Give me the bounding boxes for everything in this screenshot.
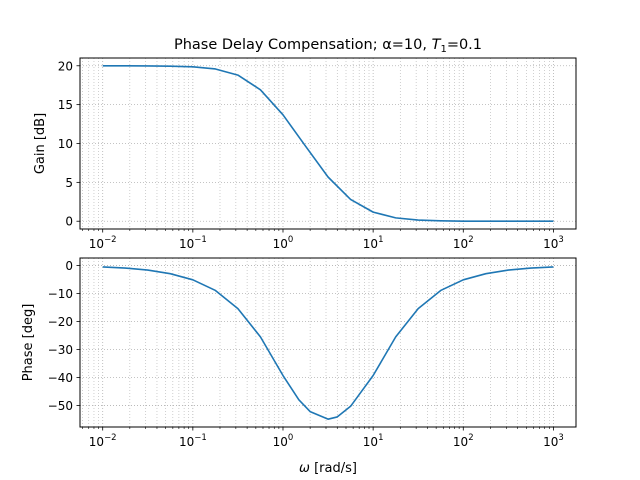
phase-grid (80, 258, 576, 427)
gain-ytick-label: 15 (58, 98, 73, 112)
phase-ytick-label: −40 (48, 371, 73, 385)
phase-ytick-label: −20 (48, 315, 73, 329)
gain-ylabel: Gain [dB] (33, 113, 48, 174)
phase-plot: 10−2 10−1 100 101 102 103 0 −10 −20 −30 −40 −50 Pha… (21, 257, 577, 476)
phase-xtick-label: 102 (453, 433, 474, 449)
gain-xtick-label: 103 (543, 235, 564, 251)
gain-plot: 10−2 10−1 100 101 102 103 0 5 10 15 20 Gain [dB] (33, 57, 577, 251)
phase-xtick-label: 10−2 (89, 433, 117, 449)
phase-ytick-label: −30 (48, 343, 73, 357)
phase-xtick-label: 100 (273, 433, 294, 449)
phase-ytick-label: 0 (65, 259, 73, 273)
gain-ytick-label: 10 (58, 137, 73, 151)
gain-ytick-label: 20 (58, 59, 73, 73)
gain-xtick-label: 101 (363, 235, 384, 251)
gain-xtick-label: 100 (273, 235, 294, 251)
phase-series-line (102, 266, 554, 420)
phase-ticks: 10−2 10−1 100 101 102 103 0 −10 −20 −30 −40 −50 (48, 259, 564, 449)
phase-xlabel: ω [rad/s] (299, 461, 357, 476)
chart-title: Phase Delay Compensation; α=10, T1=0.1 (174, 37, 482, 55)
gain-series-line (102, 64, 554, 223)
phase-ytick-label: −50 (48, 399, 73, 413)
phase-xtick-label: 101 (363, 433, 384, 449)
phase-ylabel: Phase [deg] (21, 304, 36, 382)
gain-series (102, 64, 554, 223)
phase-xtick-label: 103 (543, 433, 564, 449)
gain-ytick-label: 0 (65, 215, 73, 229)
phase-xtick-label: 10−1 (179, 433, 207, 449)
gain-xtick-label: 10−2 (89, 235, 117, 251)
gain-ticks: 10−2 10−1 100 101 102 103 0 5 10 15 20 (58, 59, 564, 251)
gain-xtick-label: 102 (453, 235, 474, 251)
gain-xtick-label: 10−1 (179, 235, 207, 251)
phase-axes-frame (79, 257, 577, 428)
phase-ytick-label: −10 (48, 287, 73, 301)
gain-ytick-label: 5 (65, 176, 73, 190)
phase-series (102, 266, 554, 420)
